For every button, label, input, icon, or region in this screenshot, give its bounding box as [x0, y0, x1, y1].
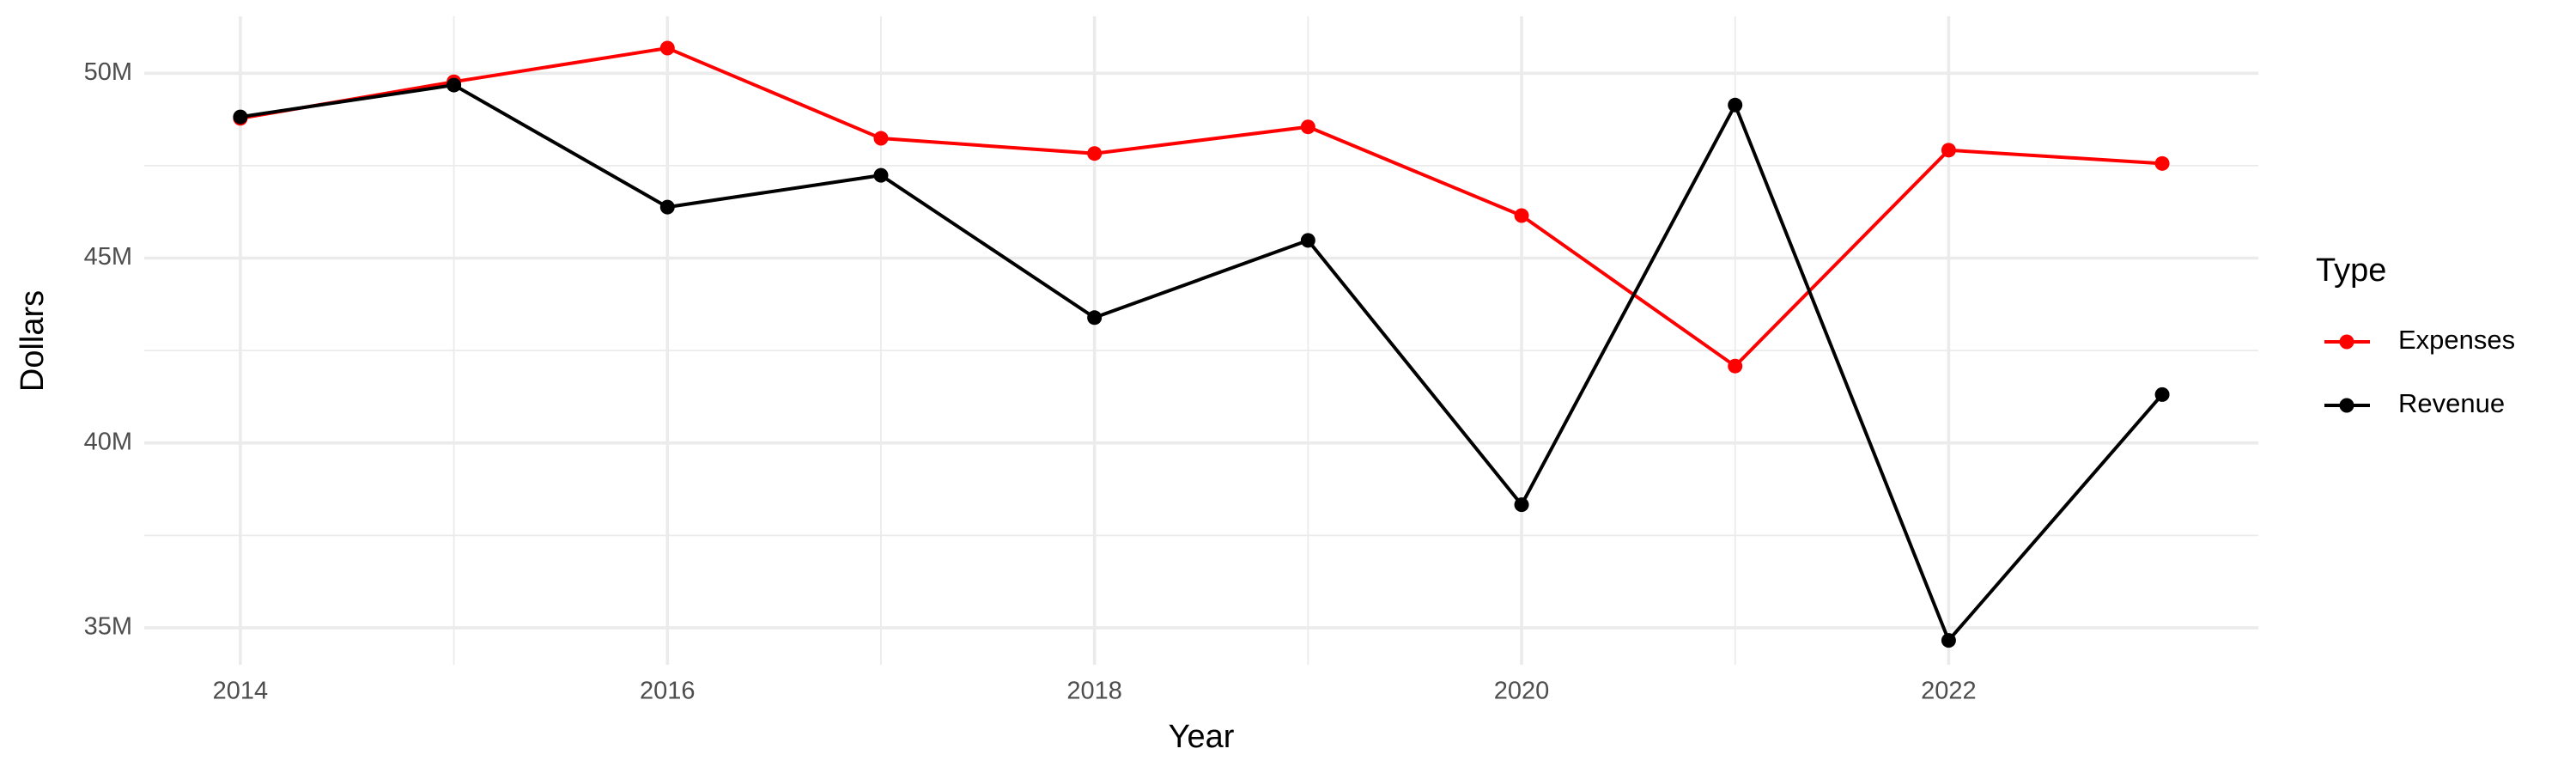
data-point	[2154, 155, 2170, 171]
data-point	[873, 167, 889, 183]
data-point	[1728, 97, 1743, 113]
data-point	[1300, 233, 1315, 248]
y-tick-label: 35M	[84, 613, 132, 641]
x-tick-label: 2014	[213, 678, 269, 705]
data-point	[1300, 119, 1315, 135]
x-tick-label: 2018	[1066, 678, 1122, 705]
y-tick-label: 40M	[84, 428, 132, 455]
series-line	[240, 82, 2164, 644]
data-point	[1514, 497, 1529, 513]
x-axis-title: Year	[1169, 719, 1235, 755]
legend-point	[2339, 334, 2354, 350]
legend-label: Revenue	[2398, 388, 2505, 418]
legend-label: Expenses	[2398, 325, 2515, 355]
x-tick-label: 2016	[640, 678, 696, 705]
data-point	[659, 40, 675, 56]
data-point	[873, 131, 889, 146]
grid	[144, 16, 2258, 665]
data-point	[2154, 386, 2170, 402]
data-point	[1941, 143, 1956, 158]
data-point	[233, 109, 248, 125]
data-point	[1087, 310, 1103, 326]
data-point	[1514, 208, 1529, 223]
legend-title: Type	[2316, 253, 2386, 289]
y-tick-label: 50M	[84, 58, 132, 86]
y-tick-label: 45M	[84, 243, 132, 271]
y-axis-title: Dollars	[15, 290, 51, 392]
data-point	[447, 77, 462, 93]
data-point	[1087, 146, 1103, 161]
legend-point	[2339, 398, 2354, 413]
data-point	[1941, 633, 1956, 648]
x-tick-label: 2020	[1494, 678, 1550, 705]
data-point	[1728, 358, 1743, 374]
series-line	[240, 46, 2163, 368]
x-tick-label: 2022	[1921, 678, 1977, 705]
data-point	[659, 199, 675, 215]
